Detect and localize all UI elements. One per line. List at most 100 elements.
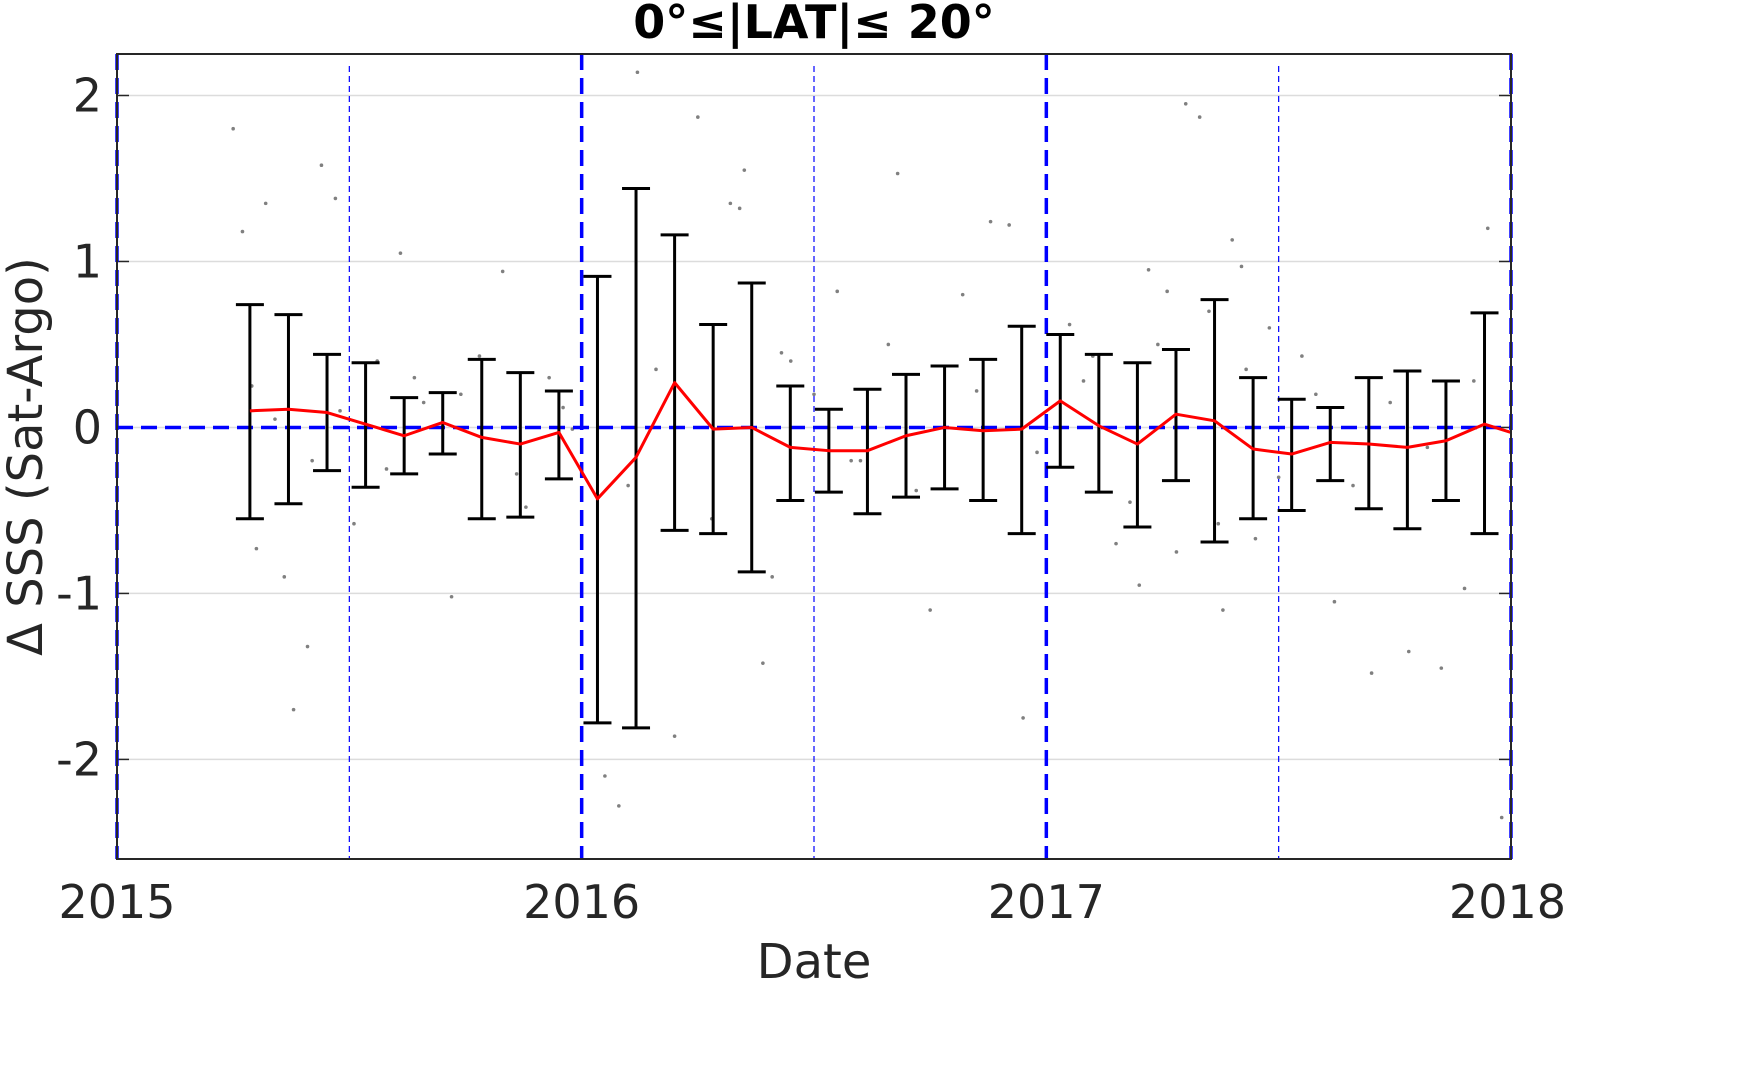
scatter-point	[1300, 354, 1304, 358]
scatter-point	[1485, 226, 1490, 231]
y-tick-label: 1	[73, 234, 102, 288]
scatter-point	[1183, 101, 1188, 106]
scatter-point	[421, 400, 426, 405]
scatter-point	[398, 251, 403, 255]
scatter-point	[1216, 521, 1221, 526]
scatter-point	[1314, 392, 1318, 397]
scatter-point	[1137, 583, 1142, 587]
y-tick-label: -2	[56, 732, 102, 786]
scatter-point	[737, 206, 742, 211]
scatter-point	[960, 292, 965, 297]
scatter-point	[1067, 322, 1072, 327]
x-tick-label: 2015	[58, 875, 175, 929]
scatter-point	[1472, 379, 1476, 383]
scatter-point	[1369, 671, 1374, 675]
mean-line	[249, 381, 1512, 501]
scatter-point	[1207, 309, 1211, 314]
scatter-point	[412, 375, 417, 380]
scatter-point	[928, 608, 932, 612]
scatter-point	[1351, 483, 1355, 488]
scatter-point	[617, 804, 621, 808]
scatter-point	[728, 201, 733, 206]
scatter-point	[895, 171, 900, 176]
scatter-point	[988, 219, 993, 224]
scatter-point	[812, 392, 816, 397]
scatter-point	[742, 168, 747, 172]
scatter-point	[1276, 475, 1281, 480]
scatter-point	[1197, 115, 1202, 119]
scatter-point	[547, 375, 551, 380]
scatter-point	[449, 594, 454, 599]
scatter-point	[1462, 586, 1467, 591]
scatter-point	[849, 458, 853, 463]
scatter-point	[263, 201, 268, 206]
scatter-point	[858, 458, 863, 463]
y-tick-label: -1	[56, 566, 102, 620]
scatter-point	[1221, 608, 1225, 612]
scatter-point	[1021, 716, 1025, 720]
scatter-point	[282, 575, 287, 579]
scatter-point	[1035, 450, 1039, 455]
scatter-point	[254, 546, 259, 551]
scatter-point	[231, 126, 235, 131]
x-tick-label: 2016	[523, 875, 640, 929]
error-bars	[235, 186, 1499, 730]
scatter-point	[1267, 326, 1272, 330]
scatter-point	[1499, 815, 1504, 820]
scatter-point	[1244, 367, 1248, 372]
scatter-point	[1128, 500, 1132, 504]
scatter-point	[561, 405, 565, 410]
y-tick-labels: 2 1 0 -1 -2	[56, 68, 102, 786]
scatter-point	[310, 458, 314, 463]
scatter-point	[384, 467, 389, 471]
scatter-point	[886, 342, 891, 347]
scatter-point	[1332, 599, 1337, 604]
scatter-point	[1165, 289, 1169, 294]
scatter-point	[788, 359, 793, 363]
scatter-point	[352, 521, 356, 526]
plot-frame	[116, 53, 1512, 860]
scatter-point	[770, 575, 774, 579]
scatter-point	[1156, 342, 1160, 347]
x-tick-label: 2017	[988, 875, 1105, 929]
y-tick-label: 0	[73, 400, 102, 454]
scatter-point	[273, 417, 277, 421]
scatter-point	[761, 661, 765, 665]
scatter-point	[240, 229, 245, 234]
mean-line-path	[249, 381, 1512, 501]
scatter-point	[1081, 379, 1086, 383]
scatter-point	[696, 115, 700, 119]
scatter-point	[672, 734, 677, 738]
scatter-point	[654, 367, 658, 372]
scatter-point	[635, 70, 640, 75]
x-axis-label: Date	[757, 934, 872, 990]
scatter-point	[1007, 223, 1011, 227]
scatter-point	[500, 269, 505, 274]
scatter-point	[835, 289, 840, 294]
scatter-point	[1425, 445, 1430, 450]
scatter-point	[1114, 541, 1118, 546]
scatter-point	[305, 644, 310, 649]
scatter-point	[333, 196, 338, 201]
chart-title: 0°≤|LAT|≤ 20°	[633, 0, 994, 50]
scatter-point	[603, 774, 607, 778]
scatter-point	[1239, 264, 1244, 269]
scatter-point	[291, 707, 296, 712]
y-tick-label: 2	[73, 68, 102, 122]
x-tick-label: 2018	[1449, 875, 1566, 929]
scatter-point	[514, 472, 519, 476]
scatter-point	[1388, 400, 1392, 405]
scatter-point	[1146, 267, 1151, 272]
scatter-point	[319, 163, 324, 168]
scatter-point	[338, 409, 342, 413]
scatter-point	[779, 350, 784, 355]
scatter-point	[1230, 238, 1234, 242]
scatter-point	[477, 354, 482, 358]
x-tick-labels: 2015 2016 2017 2018	[58, 875, 1566, 929]
scatter-point	[914, 488, 919, 493]
y-axis-label: Δ SSS (Sat-Argo)	[0, 257, 54, 656]
scatter-point	[974, 389, 979, 393]
scatter-point	[1253, 536, 1258, 541]
scatter-point	[459, 392, 463, 397]
